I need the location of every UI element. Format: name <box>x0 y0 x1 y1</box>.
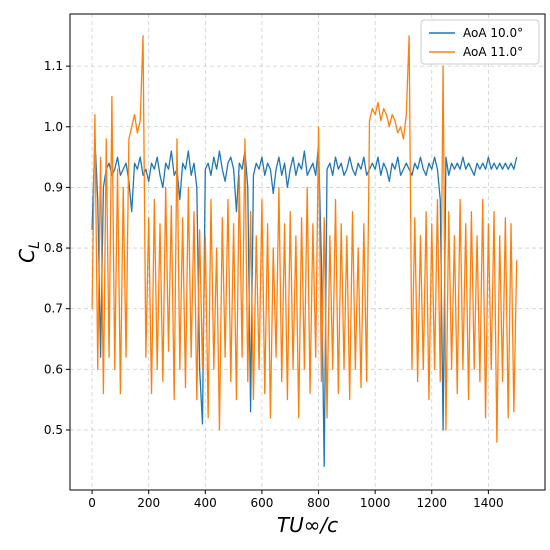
y-tick-label: 0.5 <box>44 423 63 437</box>
y-tick-label: 0.8 <box>44 241 63 255</box>
y-axis-label: CL <box>15 241 43 263</box>
y-axis-label-main: C <box>15 249 39 263</box>
series-line <box>91 138 518 467</box>
x-tick-label: 600 <box>250 496 273 510</box>
x-tick-label: 400 <box>194 496 217 510</box>
x-tick-label: 0 <box>88 496 96 510</box>
y-tick-label: 0.6 <box>44 362 63 376</box>
y-tick-label: 1.0 <box>44 120 63 134</box>
plot-frame <box>69 13 546 491</box>
y-axis-label-sub: L <box>27 241 43 249</box>
x-tick-label: 1000 <box>360 496 391 510</box>
legend-label: AoA 10.0° <box>463 26 523 40</box>
series-line <box>91 35 518 443</box>
y-tick-label: 0.7 <box>44 302 63 316</box>
legend-label: AoA 11.0° <box>463 45 523 59</box>
x-tick-label: 1200 <box>416 496 447 510</box>
x-tick-label: 800 <box>307 496 330 510</box>
x-axis-label: TU∞/c <box>277 513 338 537</box>
x-tick-label: 1400 <box>473 496 504 510</box>
y-tick-label: 0.9 <box>44 180 63 194</box>
y-tick-label: 1.1 <box>44 59 63 73</box>
legend-box <box>420 19 540 65</box>
x-tick-label: 200 <box>137 496 160 510</box>
